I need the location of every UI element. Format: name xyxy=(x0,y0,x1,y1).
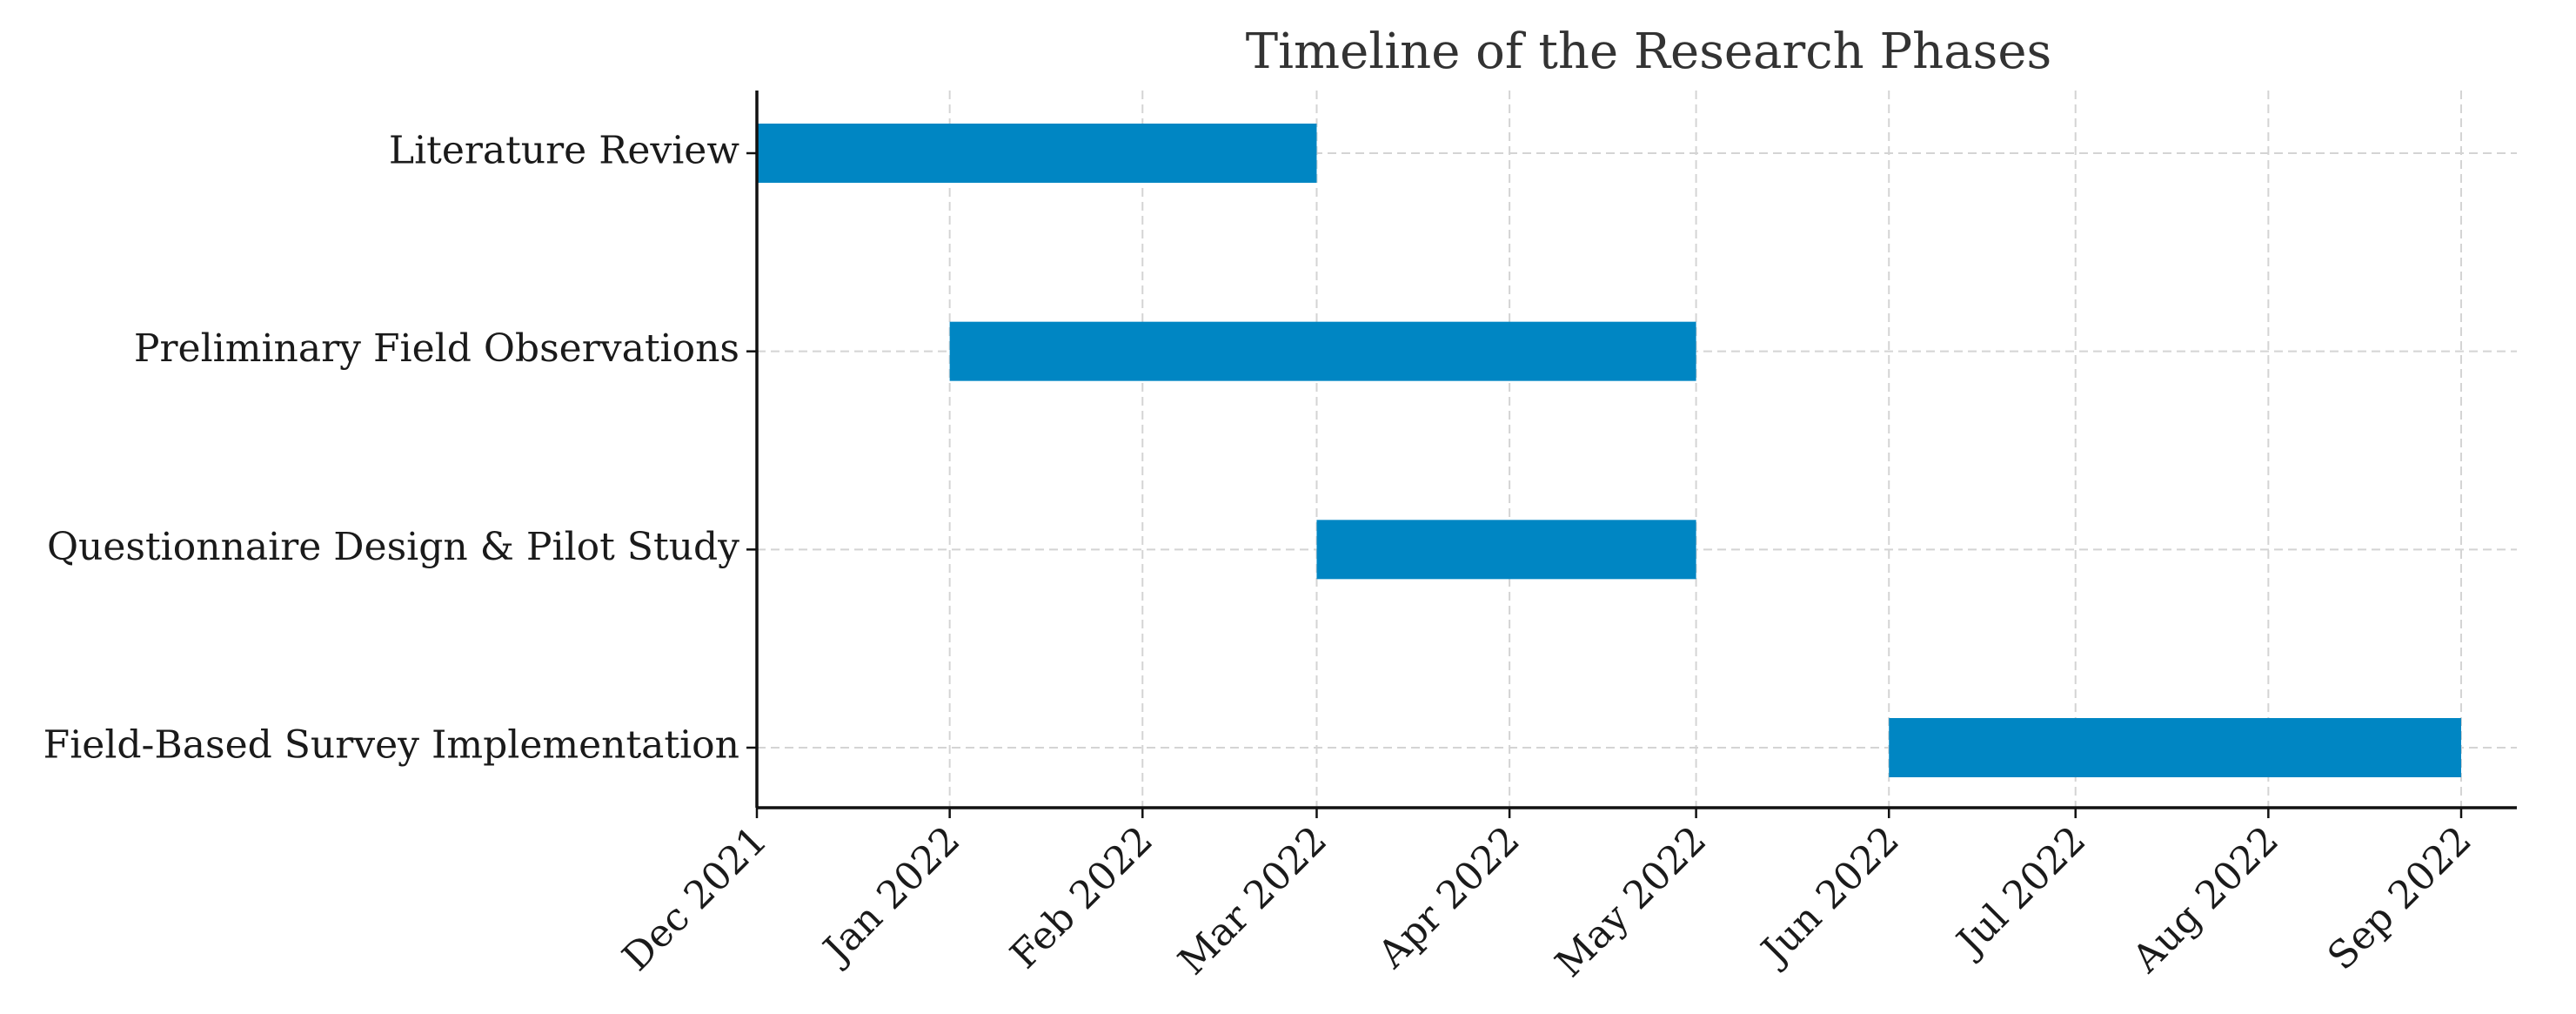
x-tick-label: Jan 2022 xyxy=(813,818,968,974)
x-tick-label: Mar 2022 xyxy=(1170,818,1335,984)
y-tick-label: Field-Based Survey Implementation xyxy=(43,723,739,768)
x-tick-label: Jul 2022 xyxy=(1946,818,2094,966)
x-tick-label: Feb 2022 xyxy=(1002,818,1161,977)
bar xyxy=(949,321,1696,381)
bar xyxy=(1316,520,1696,580)
x-tick-label: May 2022 xyxy=(1547,818,1715,986)
y-tick-label: Preliminary Field Observations xyxy=(134,326,739,371)
x-tick-label: Apr 2022 xyxy=(1369,818,1529,977)
bar xyxy=(757,124,1317,183)
y-tick-label: Questionnaire Design & Pilot Study xyxy=(47,525,739,569)
bar xyxy=(1889,718,2461,777)
x-tick-label: Sep 2022 xyxy=(2319,818,2480,979)
chart-title: Timeline of the Research Phases xyxy=(1246,24,2051,80)
x-tick-label: Jun 2022 xyxy=(1751,818,1909,976)
y-tick-label: Literature Review xyxy=(389,129,739,173)
x-tick-label: Aug 2022 xyxy=(2124,818,2287,982)
x-tick-label: Dec 2021 xyxy=(614,818,776,980)
